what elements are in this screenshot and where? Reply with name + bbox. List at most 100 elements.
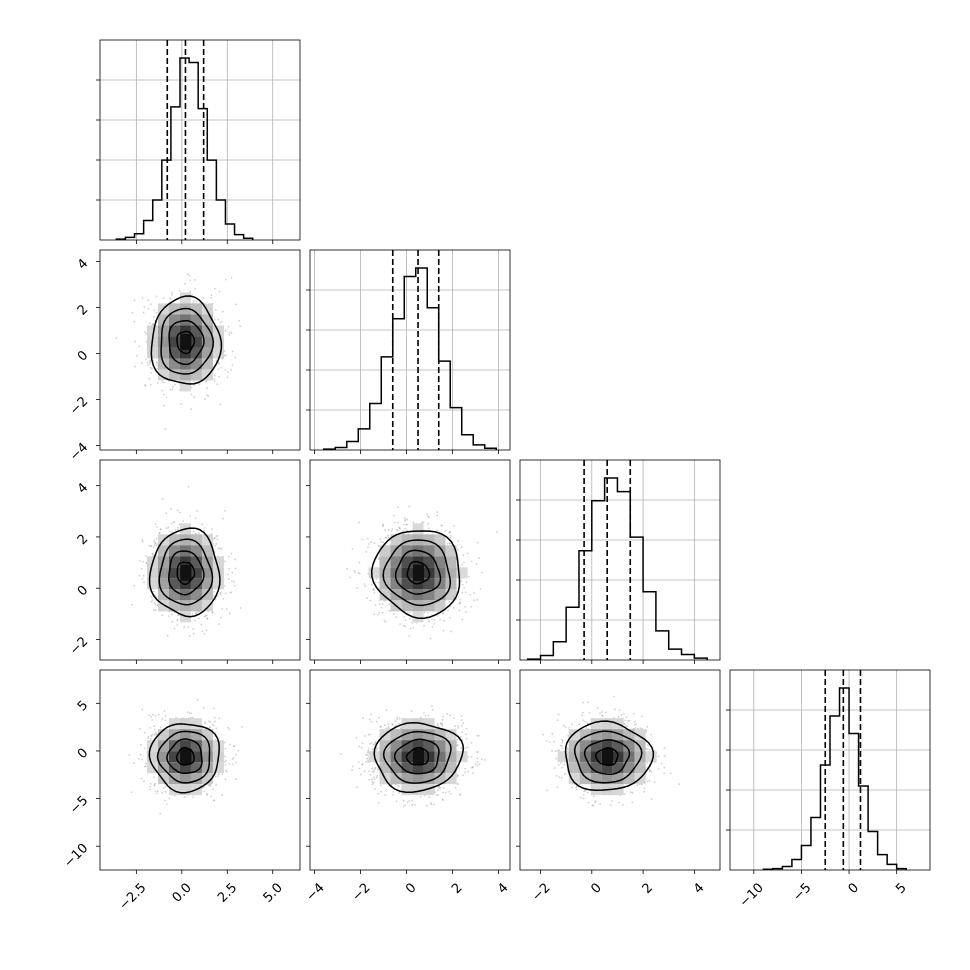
scatter-point [218,363,221,365]
scatter-point [582,719,585,722]
scatter-point [188,274,191,277]
scatter-point [623,723,626,726]
x-tick-label: −2 [349,880,373,904]
scatter-point [146,361,149,364]
scatter-point [368,543,370,545]
density-cell [201,545,213,557]
density-cell [601,740,613,752]
density-cell [201,336,213,348]
scatter-point [213,594,215,597]
scatter-point [150,383,152,386]
scatter-point [439,787,442,789]
scatter-point [378,603,381,606]
scatter-point [214,720,216,723]
density-cell [390,773,402,785]
density-frame-1-2 [309,459,511,661]
scatter-point [364,585,367,587]
density-cell [157,740,169,752]
scatter-point [566,748,569,751]
scatter-point [371,778,373,781]
scatter-point [375,776,378,779]
scatter-point [206,387,208,389]
scatter-point [456,773,458,776]
density-cell [634,729,646,741]
scatter-point [374,788,376,790]
density-panel-1-2 [306,459,511,664]
contour-level-2 [382,730,452,784]
scatter-point [184,282,187,285]
scatter-point [561,739,564,742]
scatter-point [379,784,382,787]
scatter-point [461,563,464,566]
scatter-point [465,611,467,613]
density-cell [612,773,624,785]
scatter-point [641,727,644,730]
scatter-point [551,732,554,735]
x-tick-label: 0 [403,880,419,896]
scatter-point [368,742,371,745]
scatter-point [206,614,208,617]
scatter-point [648,748,651,751]
density-peak [602,748,614,765]
scatter-point [381,611,384,614]
scatter-point [419,716,422,719]
x-tick-label: 4 [495,880,511,896]
density-cell [379,589,391,601]
scatter-point [358,745,361,748]
density-cell [168,589,180,601]
scatter-point [390,783,393,786]
scatter-point [156,790,159,793]
scatter-point [141,362,143,364]
density-cell [190,545,202,557]
scatter-point [599,712,601,715]
scatter-point [357,572,360,575]
scatter-point [358,561,361,564]
scatter-point [151,553,154,555]
x-tick-label: −10 [737,880,767,910]
scatter-point [368,718,371,721]
density-peak [180,333,192,350]
scatter-point [594,800,597,802]
scatter-point [210,528,213,530]
scatter-point [464,771,466,774]
scatter-point [205,629,208,632]
density-cell [168,578,180,590]
density-cell [412,611,424,623]
density-panel-0-3 [96,669,301,874]
density-cell [190,358,202,370]
scatter-point [153,539,156,542]
density-cell [201,589,213,601]
scatter-point [230,368,233,371]
scatter-point [211,723,214,726]
scatter-point [356,587,359,589]
scatter-point [391,723,394,726]
density-cell [445,545,457,557]
density-cell [623,762,635,774]
scatter-point [206,793,208,795]
scatter-point [392,793,394,796]
y-tick-label: −2 [67,394,91,418]
scatter-point [144,765,146,768]
scatter-point [448,790,451,793]
scatter-point [169,298,172,300]
density-cell [201,347,213,359]
scatter-point [371,781,374,783]
scatter-point [436,724,439,727]
contour-level-2 [160,307,215,375]
scatter-point [232,745,235,748]
scatter-point [423,624,425,627]
contour-level-1 [168,319,205,366]
scatter-point [219,592,222,595]
scatter-point [224,329,227,332]
density-cell [157,336,169,348]
scatter-point [384,536,387,539]
scatter-point [645,729,648,732]
scatter-point [346,567,348,570]
scatter-point [402,805,405,808]
scatter-point [669,772,672,775]
scatter-point [192,380,195,382]
scatter-point [151,368,153,370]
density-cell [634,740,646,752]
scatter-point [215,542,218,545]
scatter-point [233,581,236,583]
